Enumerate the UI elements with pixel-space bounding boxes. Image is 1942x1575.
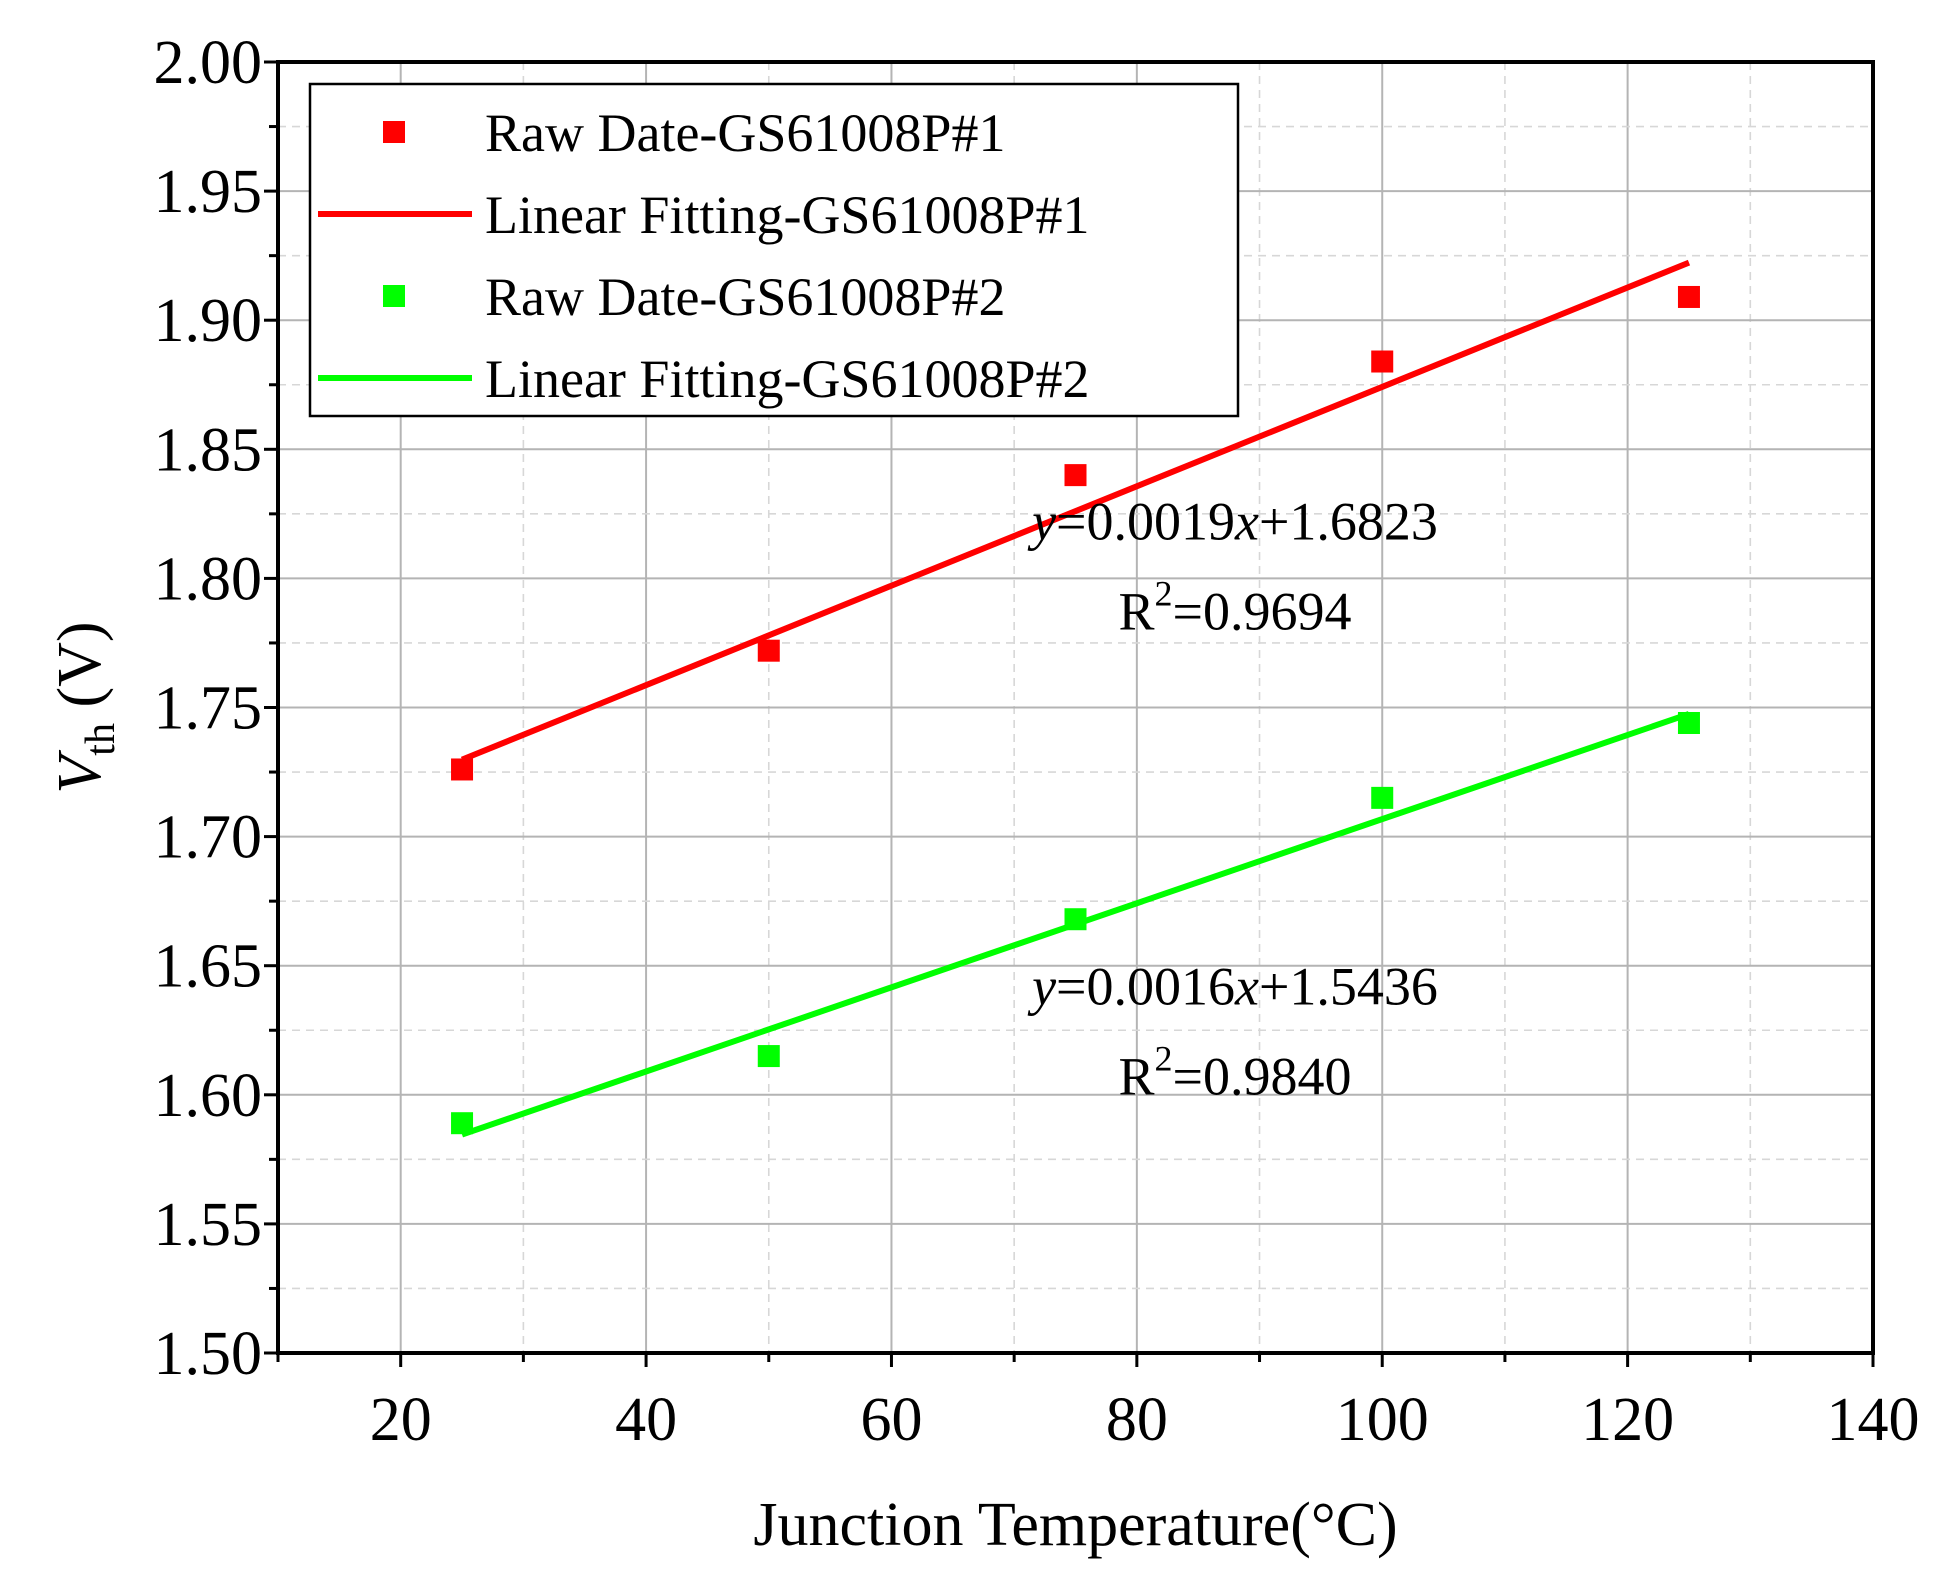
fit-r-squared: R2=0.9694 [1119,574,1352,642]
data-point [757,1045,780,1068]
y-axis-title-unit: (V) [46,621,114,723]
x-tick-label: 40 [615,1386,677,1454]
fit-equation-slope: =0.0016 [1056,956,1235,1016]
r-squared-exponent: 2 [1155,574,1173,614]
y-tick-label: 1.75 [154,675,263,743]
y-tick-label: 1.95 [154,158,263,226]
y-tick-label: 1.50 [154,1320,263,1388]
plot-series [451,259,1700,1138]
r-squared-value: =0.9694 [1173,582,1352,642]
x-tick-label: 140 [1827,1386,1920,1454]
data-point [451,1112,474,1135]
data-point [451,758,474,781]
annotations: y=0.0019x+1.6823R2=0.9694y=0.0016x+1.543… [1027,492,1438,1107]
tick-labels: 20 40 60 80 100 120 140 1.50 1.55 1.60 1.65 1.70 1.7… [154,29,1920,1454]
x-tick-label: 100 [1336,1386,1429,1454]
data-point [1677,711,1700,734]
y-tick-label: 1.85 [154,416,263,484]
legend: Raw Date-GS61008P#1 Linear Fitting-GS6100… [308,82,1240,418]
fit-r-squared: R2=0.9840 [1119,1038,1352,1106]
fit-equation: y=0.0016x+1.5436 [1027,956,1438,1016]
legend-label: Raw Date-GS61008P#1 [485,103,1005,163]
axis-ticks [264,60,1875,1367]
fit-equation-y: y [1027,956,1056,1016]
y-tick-label: 1.55 [154,1191,263,1259]
fit-equation-x: x [1234,492,1259,552]
legend-label: Raw Date-GS61008P#2 [485,267,1005,327]
data-point [1371,786,1394,809]
y-tick-label: 1.60 [154,1062,263,1130]
data-point [757,639,780,662]
fit-equation-intercept: +1.6823 [1259,492,1438,552]
data-point [1677,285,1700,308]
r-squared-base: R [1119,582,1155,642]
x-tick-label: 120 [1581,1386,1674,1454]
legend-marker [383,121,405,143]
data-point [1064,908,1087,931]
r-squared-base: R [1119,1046,1155,1106]
fit-equation-slope: =0.0019 [1056,492,1235,552]
legend-label: Linear Fitting-GS61008P#1 [485,185,1090,245]
fit-equation-y: y [1027,492,1056,552]
fit-equation-intercept: +1.5436 [1259,956,1438,1016]
legend-box [308,82,1240,418]
y-axis-title-main: V [46,750,114,794]
x-tick-label: 60 [860,1386,922,1454]
data-point [1064,464,1087,487]
fit-equation: y=0.0019x+1.6823 [1027,492,1438,552]
fit-equation-x: x [1234,956,1259,1016]
fit-line [460,259,1691,763]
x-tick-label: 20 [370,1386,432,1454]
legend-marker [383,285,405,307]
legend-label: Linear Fitting-GS61008P#2 [485,349,1090,409]
x-tick-label: 80 [1106,1386,1168,1454]
y-tick-label: 1.80 [154,545,263,613]
y-axis-title: Vth (V) [46,621,124,793]
y-tick-label: 1.65 [154,933,263,1001]
data-point [1371,350,1394,373]
y-tick-label: 2.00 [154,29,263,97]
y-axis-title-subscript: th [78,723,124,756]
r-squared-exponent: 2 [1155,1038,1173,1078]
y-tick-label: 1.90 [154,287,263,355]
x-axis-title: Junction Temperature(°C) [753,1491,1397,1559]
y-tick-label: 1.70 [154,804,263,872]
r-squared-value: =0.9840 [1173,1046,1352,1106]
